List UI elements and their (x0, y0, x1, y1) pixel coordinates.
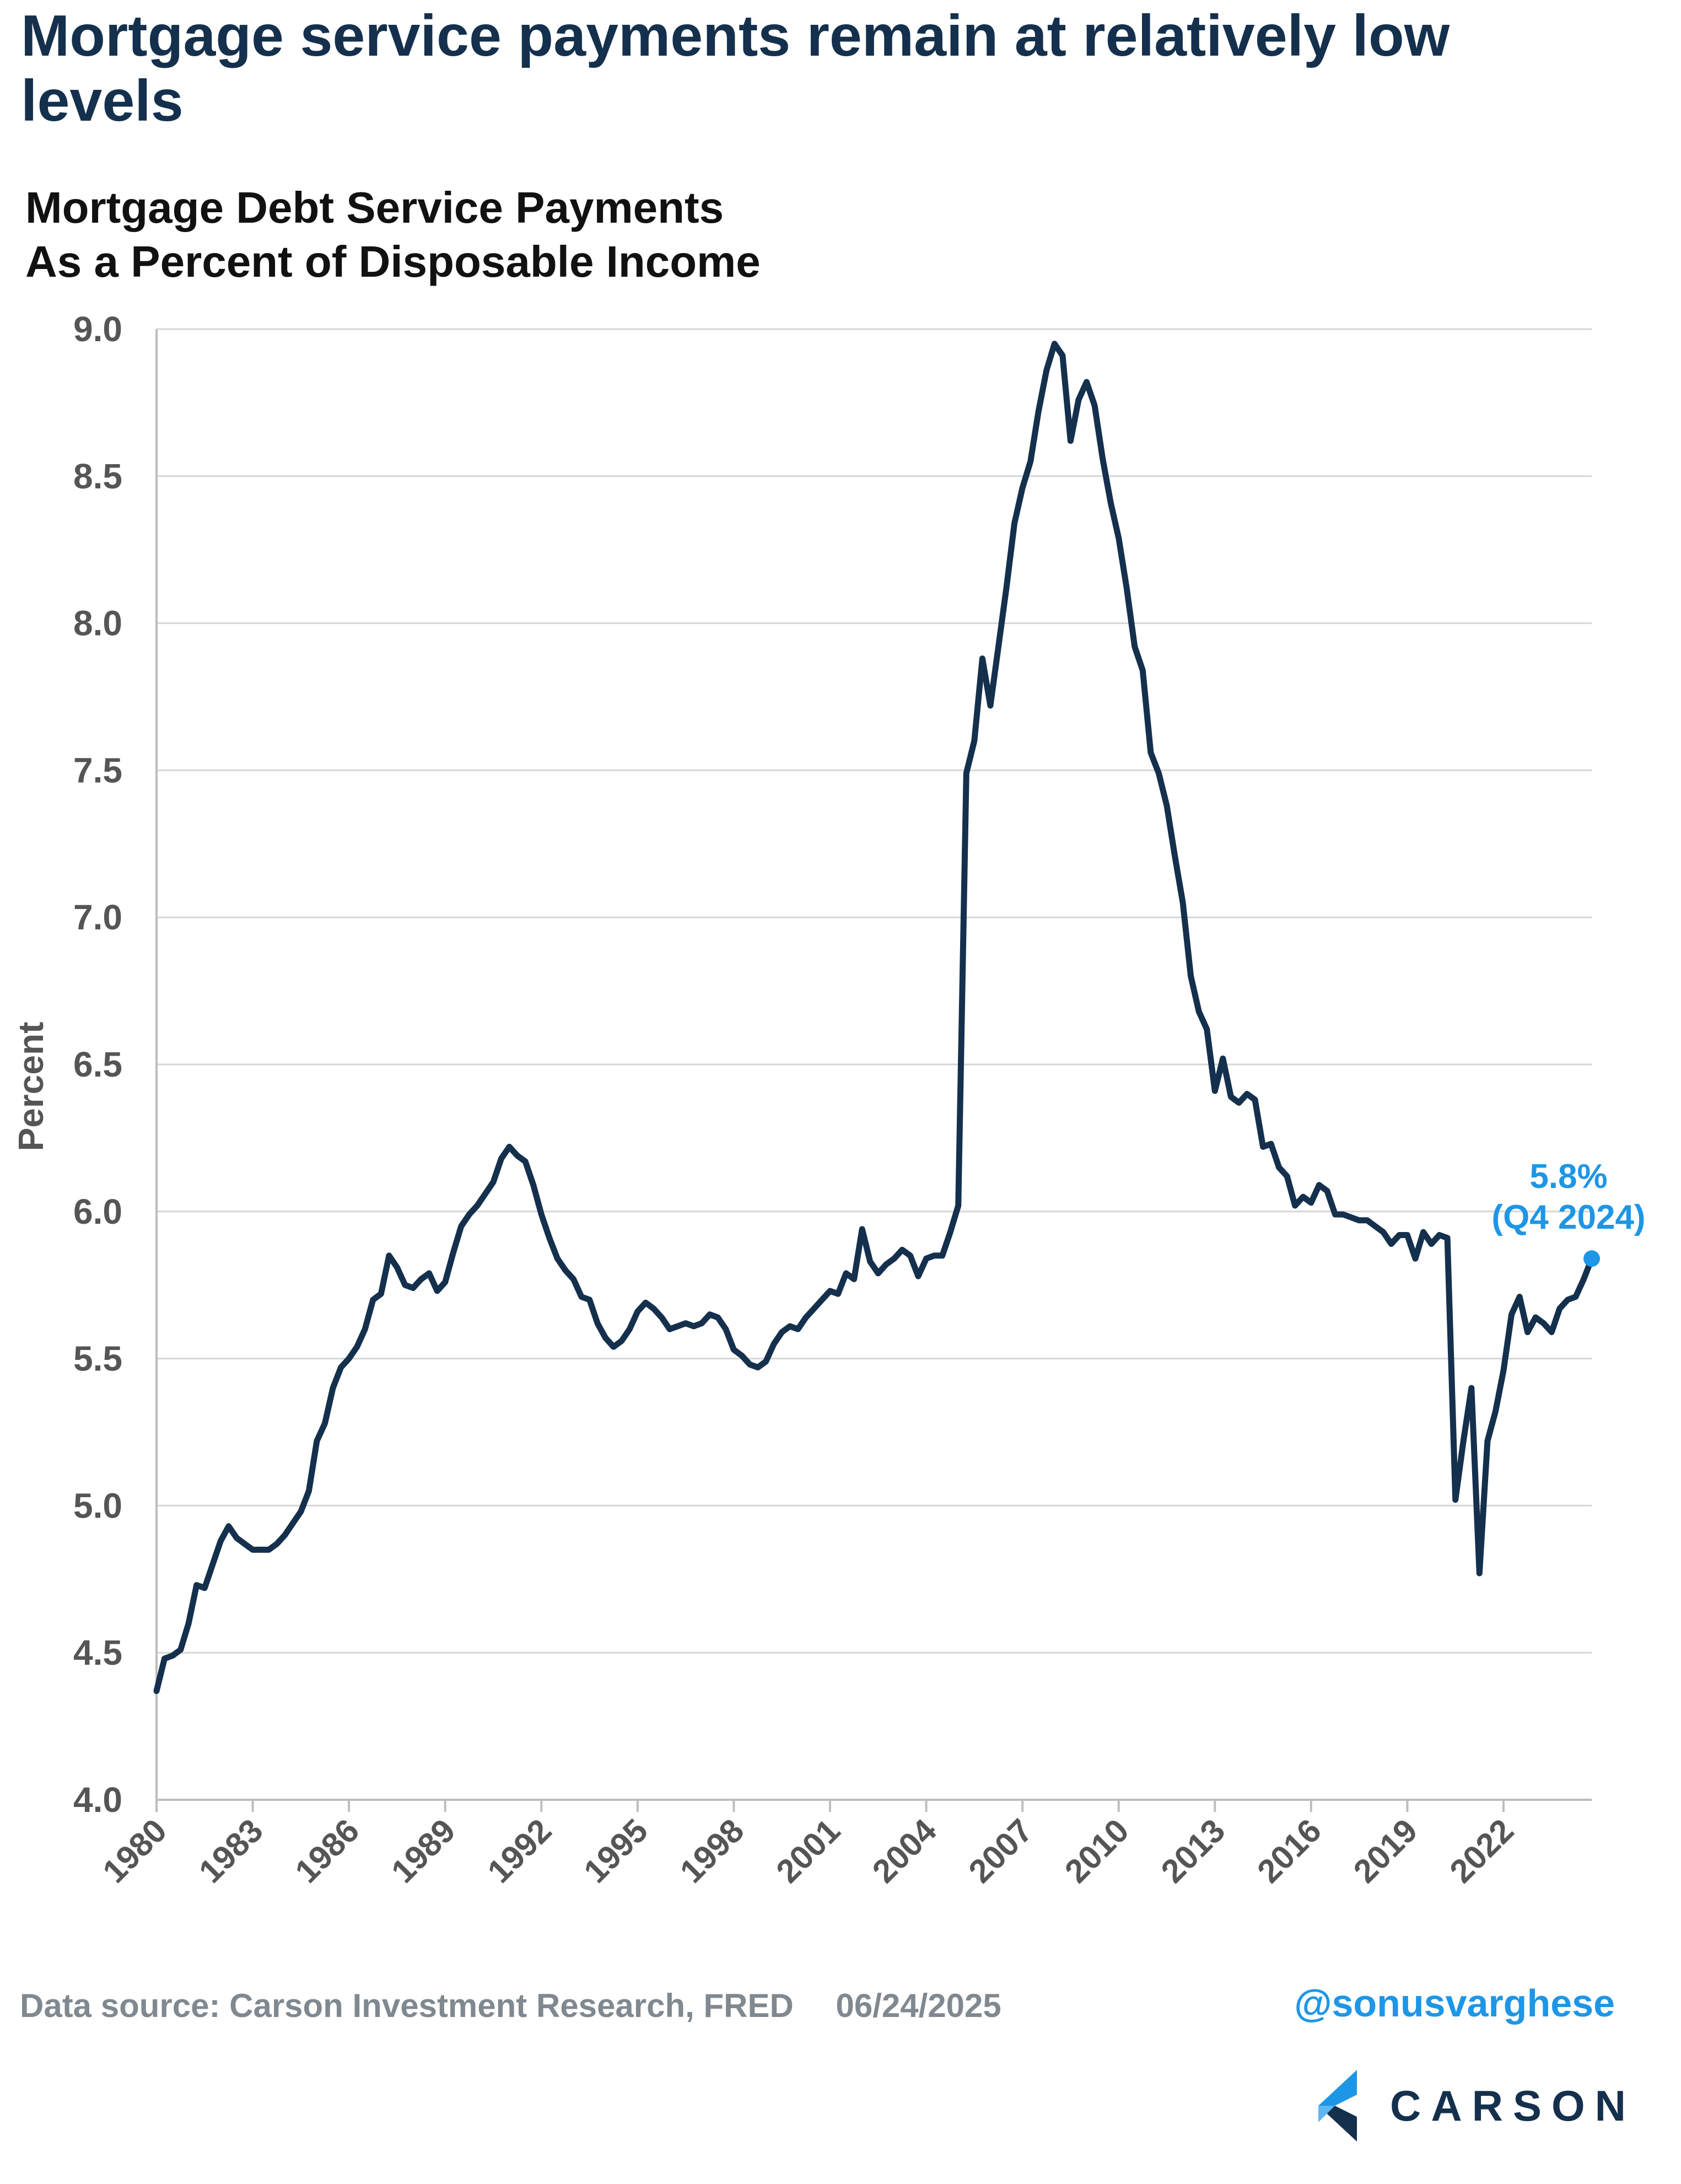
y-tick-label: 9.0 (73, 309, 122, 349)
x-tick-label: 1992 (481, 1812, 559, 1890)
x-tick-label: 2001 (769, 1812, 847, 1890)
axes (155, 329, 1592, 1801)
y-tick-label: 6.5 (73, 1045, 122, 1084)
x-tick-label: 2013 (1154, 1812, 1232, 1890)
source-date: 06/24/2025 (836, 1987, 1001, 2024)
annotation-period: (Q4 2024) (1491, 1198, 1645, 1236)
y-tick-label: 4.0 (73, 1780, 122, 1820)
carson-mark-icon (1318, 2070, 1357, 2142)
x-tick-label: 1980 (95, 1812, 174, 1890)
logo-text: CARSON (1390, 2081, 1636, 2130)
y-tick-label: 8.5 (73, 456, 122, 496)
x-tick-label: 1995 (577, 1812, 655, 1890)
annotation-value: 5.8% (1529, 1158, 1607, 1196)
y-tick-label: 7.5 (73, 750, 122, 790)
chart-title-line-1: Mortgage Debt Service Payments (25, 183, 724, 232)
line-chart: 4.04.55.05.56.06.57.07.58.08.59.0 1980 19… (11, 309, 1646, 1890)
x-tick-label: 1989 (384, 1812, 462, 1890)
series-line (153, 341, 1595, 1695)
x-tick-label: 2016 (1250, 1812, 1328, 1890)
x-tick-label: 2019 (1346, 1812, 1425, 1890)
data-source: Data source: Carson Investment Research,… (20, 1987, 1001, 2025)
carson-logo: CARSON (1307, 2064, 1626, 2147)
y-tick-label: 7.0 (73, 897, 122, 937)
y-tick-label: 6.0 (73, 1192, 122, 1231)
author-handle: @sonusvarghese (1294, 1982, 1615, 2025)
gridlines (157, 328, 1592, 1654)
y-axis-ticks: 4.0 4.5 5.0 5.5 6.0 6.5 7.0 7.5 8.0 8.5 9.0 (73, 309, 122, 1820)
x-tick-label: 2010 (1058, 1812, 1136, 1890)
chart-title-line-2: As a Percent of Disposable Income (25, 237, 761, 286)
x-axis-ticks: 1980 1983 1986 1989 1992 1995 1998 2001 2004 2007… (95, 1800, 1521, 1890)
chart-title: Mortgage Debt Service Payments As a Perc… (25, 181, 761, 289)
y-tick-label: 5.0 (73, 1486, 122, 1525)
y-tick-label: 5.5 (73, 1339, 122, 1379)
x-tick-label: 1983 (192, 1812, 270, 1890)
last-point-marker (1583, 1250, 1600, 1267)
x-tick-label: 2004 (865, 1811, 944, 1890)
y-tick-label: 8.0 (73, 604, 122, 643)
x-tick-label: 1998 (673, 1812, 751, 1890)
y-axis-label: Percent (11, 1022, 51, 1152)
y-tick-label: 4.5 (73, 1633, 122, 1672)
x-tick-label: 1986 (288, 1812, 367, 1890)
x-tick-label: 2007 (962, 1812, 1040, 1890)
headline: Mortgage service payments remain at rela… (21, 3, 1450, 133)
source-text: Data source: Carson Investment Research,… (20, 1987, 794, 2024)
x-tick-label: 2022 (1442, 1812, 1521, 1890)
